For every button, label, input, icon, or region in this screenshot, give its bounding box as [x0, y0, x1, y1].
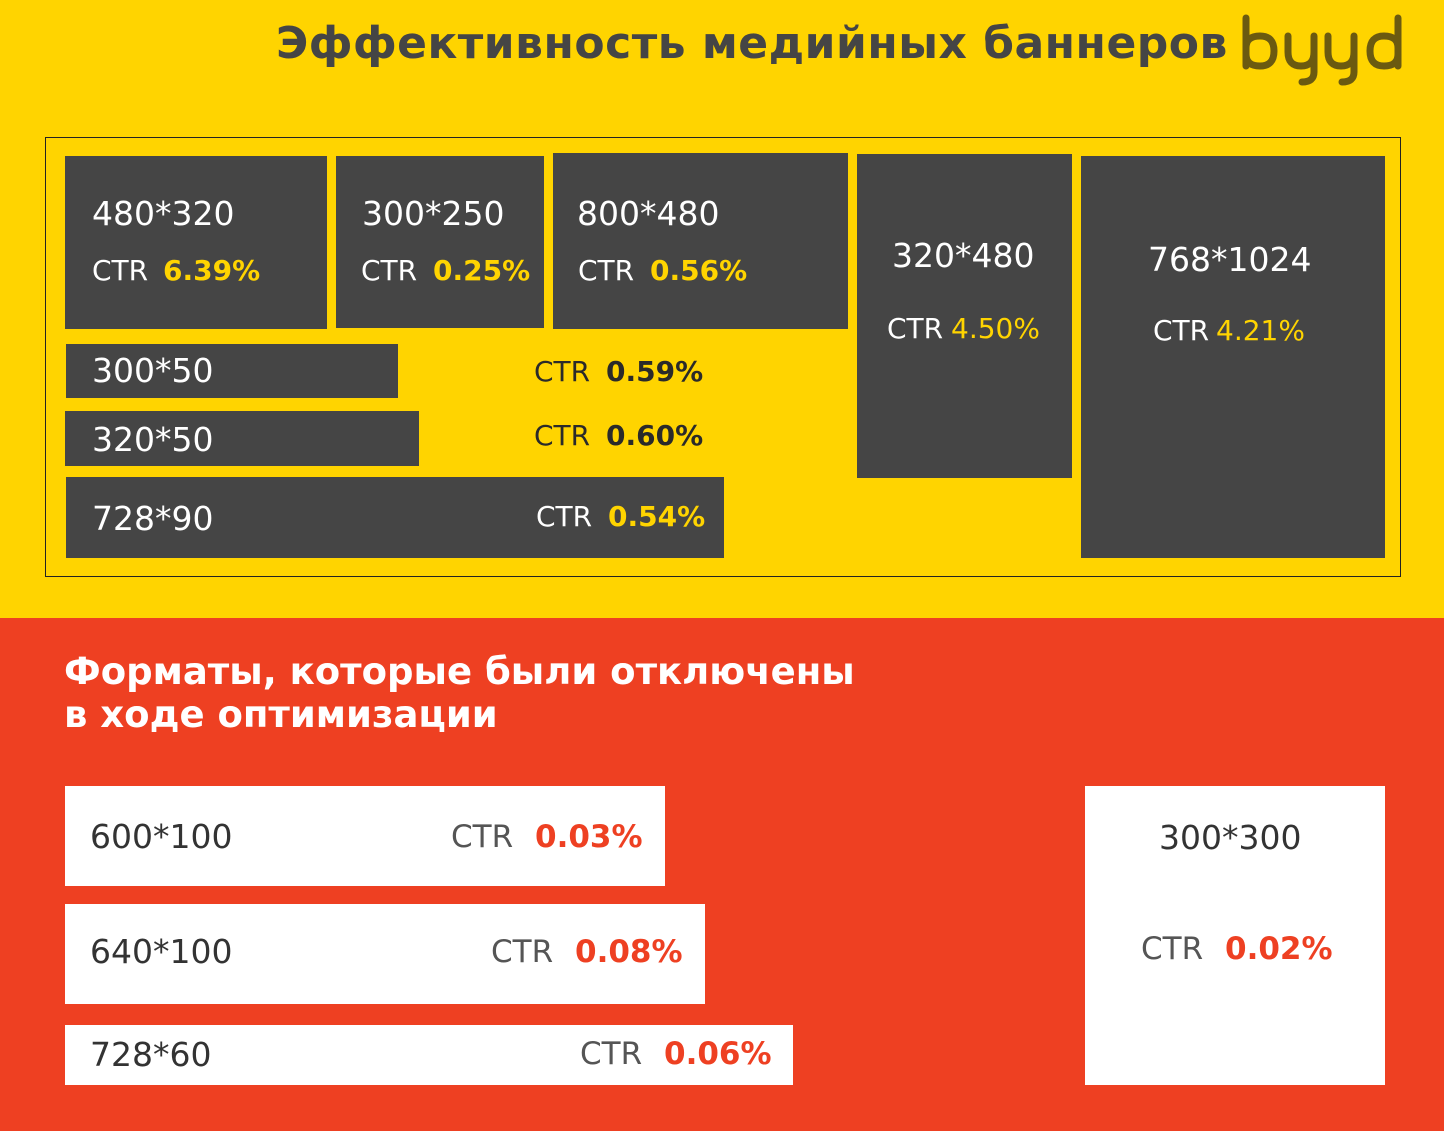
ctr-label: CTR [361, 254, 418, 287]
disabled-banner-300x300: 300*300 CTR 0.02% [1085, 786, 1385, 1085]
banner-size: 300*250 [362, 194, 505, 233]
banner-300x50: 300*50 [66, 344, 398, 398]
banner-728x90: 728*90 CTR 0.54% [66, 477, 724, 558]
ctr-label: CTR [580, 1036, 643, 1072]
banner-size: 728*90 [92, 499, 214, 538]
ctr-value: 0.02% [1225, 931, 1333, 967]
banner-size: 600*100 [90, 817, 233, 856]
banners-frame [45, 137, 1401, 577]
banner-320x50: 320*50 [65, 411, 419, 466]
ctr-label: CTR [92, 254, 149, 287]
page-title: Эффективность медийных баннеров [276, 18, 1228, 69]
byyd-logo-icon: byyd [1240, 14, 1402, 86]
disabled-heading-line1: Форматы, которые были отключены [64, 650, 855, 693]
svg-text:byyd: byyd [1240, 14, 1243, 15]
ctr-value: 6.39% [163, 254, 261, 287]
disabled-banner-640x100: 640*100 CTR 0.08% [65, 904, 705, 1004]
ctr-label: CTR [491, 934, 554, 970]
disabled-heading: Форматы, которые были отключены в ходе о… [64, 650, 855, 736]
ctr-label: CTR [887, 312, 944, 345]
banner-320x480: 320*480 CTR 4.50% [857, 154, 1072, 478]
banner-size: 320*480 [892, 236, 1035, 275]
banner-size: 640*100 [90, 932, 233, 971]
banner-size: 320*50 [92, 420, 214, 459]
disabled-heading-line2: в ходе оптимизации [64, 693, 498, 736]
banner-size: 300*50 [92, 351, 214, 390]
banner-size: 800*480 [577, 194, 720, 233]
ctr-value: 4.50% [951, 312, 1040, 345]
disabled-banner-728x60: 728*60 CTR 0.06% [65, 1025, 793, 1085]
banner-size: 768*1024 [1148, 240, 1312, 279]
ctr-label: CTR [451, 819, 514, 855]
ctr-value-300x50: 0.59% [606, 355, 704, 388]
ctr-label: CTR [534, 355, 591, 388]
ctr-label: CTR [578, 254, 635, 287]
banner-size: 480*320 [92, 194, 235, 233]
ctr-label: CTR [536, 500, 593, 533]
ctr-value: 0.03% [535, 819, 643, 855]
disabled-banner-600x100: 600*100 CTR 0.03% [65, 786, 665, 886]
ctr-value: 0.06% [664, 1036, 772, 1072]
banner-size: 300*300 [1159, 818, 1302, 857]
ctr-value: 0.08% [575, 934, 683, 970]
banner-size: 728*60 [90, 1035, 212, 1074]
ctr-value: 4.21% [1216, 314, 1305, 347]
ctr-value-320x50: 0.60% [606, 419, 704, 452]
ctr-label: CTR [1141, 931, 1204, 967]
ctr-label: CTR [1153, 314, 1210, 347]
banner-768x1024: 768*1024 CTR 4.21% [1081, 156, 1385, 558]
ctr-label: CTR [534, 419, 591, 452]
banner-300x250: 300*250 CTR 0.25% [336, 156, 544, 328]
ctr-value: 0.54% [608, 500, 706, 533]
ctr-value: 0.56% [650, 254, 748, 287]
ctr-value: 0.25% [433, 254, 531, 287]
banner-480x320: 480*320 CTR 6.39% [65, 156, 327, 329]
banner-800x480: 800*480 CTR 0.56% [553, 153, 848, 329]
top-section: Эффективность медийных баннеров byyd 480… [0, 0, 1444, 618]
